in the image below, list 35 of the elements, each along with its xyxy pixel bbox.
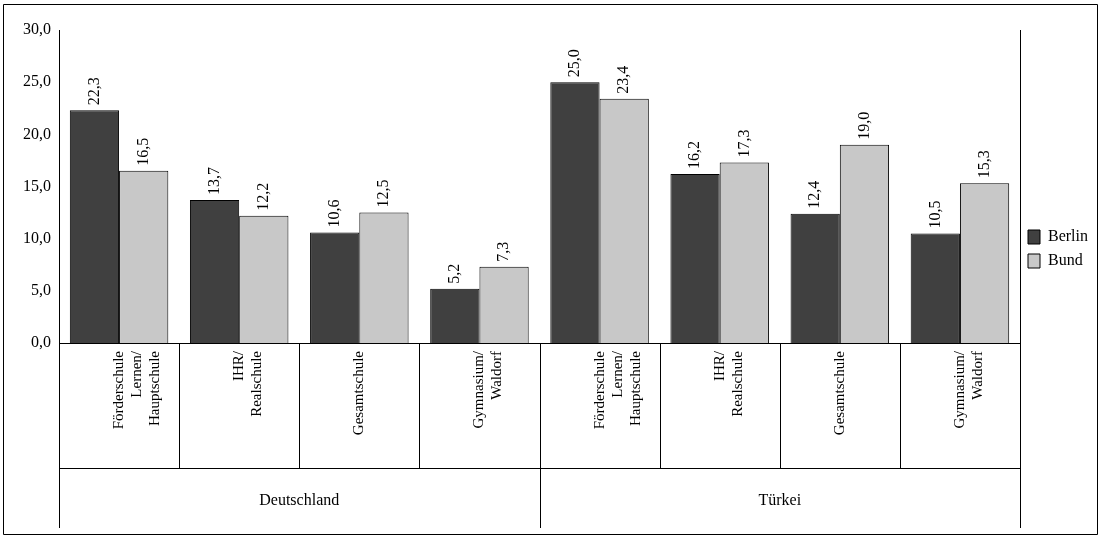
- x-tick-label: Gesamtschule: [350, 350, 367, 436]
- text: Türkei: [758, 491, 802, 509]
- data-label: 16,5: [133, 137, 151, 166]
- y-tick-label: 30,0: [23, 20, 51, 38]
- x-tick-label: Gesamtschule: [830, 350, 847, 436]
- x-tick-label: IHR/ Realschule: [710, 350, 745, 417]
- x-tick-label: Förderschule Lernen/ Hauptschule: [590, 350, 643, 430]
- data-label: 16,2: [685, 140, 703, 169]
- data-label: 12,2: [254, 182, 272, 211]
- y-tick-label: 15,0: [23, 176, 51, 194]
- data-label: 10,6: [324, 199, 342, 228]
- data-label: 13,7: [204, 167, 222, 196]
- data-label: 25,0: [565, 49, 583, 78]
- x-tick-label: IHR/ Realschule: [230, 350, 265, 417]
- data-label: 5,2: [445, 263, 463, 284]
- y-tick-label: 5,0: [31, 281, 51, 299]
- x-tick-label: Gymnasium/ Waldorf: [950, 350, 985, 429]
- data-label: 10,5: [925, 200, 943, 229]
- data-label: 12,5: [374, 179, 392, 208]
- data-label: 7,3: [494, 241, 512, 262]
- y-tick-label: 25,0: [23, 72, 51, 90]
- x-tick-label: Förderschule Lernen/ Hauptschule: [110, 350, 162, 430]
- data-label: 12,4: [805, 180, 823, 209]
- legend-label: Bund: [1048, 251, 1083, 269]
- data-label: 22,3: [84, 77, 102, 106]
- legend-label: Berlin: [1048, 227, 1089, 245]
- data-label: 23,4: [614, 65, 632, 94]
- y-tick-label: 10,0: [23, 228, 51, 246]
- data-label: 19,0: [854, 111, 872, 140]
- data-label: 15,3: [974, 150, 992, 179]
- data-label: 17,3: [734, 129, 752, 158]
- text: Deutschland: [259, 491, 340, 509]
- x-tick-label: Gymnasium/ Waldorf: [470, 350, 505, 429]
- y-tick-label: 20,0: [23, 124, 51, 142]
- y-tick-label: 0,0: [31, 333, 51, 351]
